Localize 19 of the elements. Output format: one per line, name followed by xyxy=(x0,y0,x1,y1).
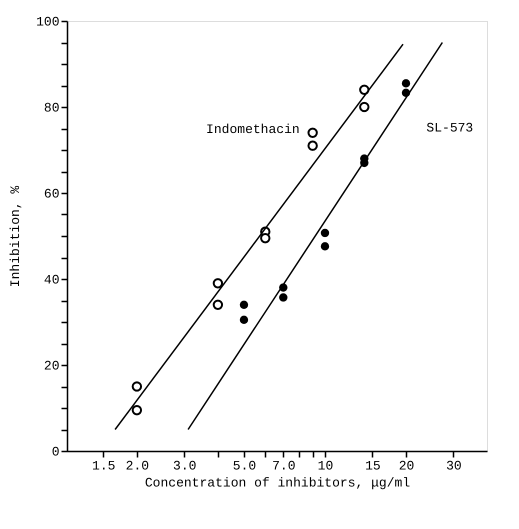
x-tick-label: 20 xyxy=(398,458,414,474)
x-tick-label: 3.0 xyxy=(173,458,196,474)
annotation: Indomethacin xyxy=(206,122,300,137)
x-tick-label: 15 xyxy=(365,458,381,474)
x-axis-title: Concentration of inhibitors, μg/ml xyxy=(144,476,410,490)
x-tick-label: 10 xyxy=(318,458,334,474)
x-tick-label: 5.0 xyxy=(232,458,256,474)
y-tick-label: 80 xyxy=(44,100,60,116)
x-tick-label: 30 xyxy=(446,458,462,474)
y-tick-label: 60 xyxy=(44,186,60,202)
x-tick-label: 7.0 xyxy=(272,458,296,474)
annotation: SL-573 xyxy=(426,120,474,136)
x-tick-label: 1.5 xyxy=(92,458,116,474)
y-tick-label: 20 xyxy=(44,358,60,374)
y-tick-label: 0 xyxy=(52,444,60,460)
y-tick-label: 40 xyxy=(44,272,60,288)
x-tick-label: 2.0 xyxy=(126,458,150,474)
y-axis-title: Inhibition, % xyxy=(8,186,24,288)
y-tick-label: 100 xyxy=(36,14,60,30)
